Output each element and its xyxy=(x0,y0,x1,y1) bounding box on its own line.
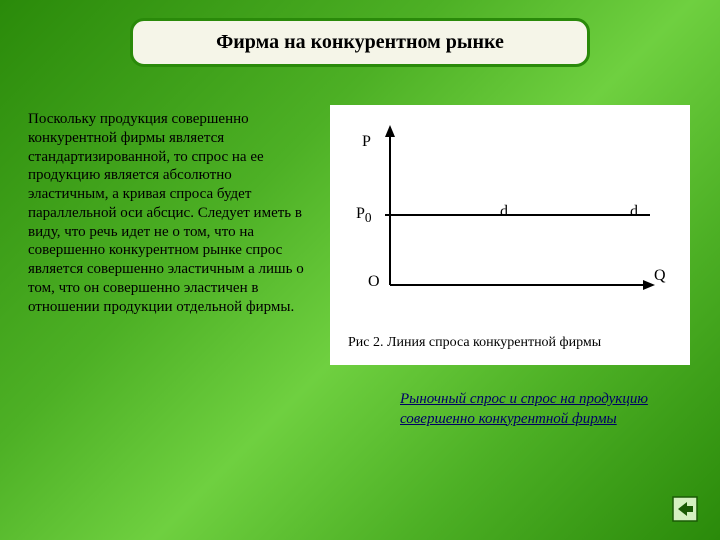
demand-label-right: d xyxy=(630,203,638,221)
p0-p: P xyxy=(356,205,365,222)
page-title: Фирма на конкурентном рынке xyxy=(153,31,567,54)
nav-back-button[interactable] xyxy=(672,496,698,522)
y-axis-label: P xyxy=(362,133,371,151)
y-arrow xyxy=(385,125,395,137)
p0-label: P0 xyxy=(356,205,372,226)
related-link[interactable]: Рыночный спрос и спрос на продукцию сове… xyxy=(400,390,670,429)
chart-caption: Рис 2. Линия спроса конкурентной фирмы xyxy=(348,335,601,351)
back-arrow-icon xyxy=(672,496,698,522)
body-paragraph: Поскольку продукция совершенно конкурент… xyxy=(28,110,308,316)
p0-sub: 0 xyxy=(365,210,372,225)
chart-panel: P P0 O Q d d Рис 2. Линия спроса конкуре… xyxy=(330,105,690,365)
origin-label: O xyxy=(368,273,380,291)
demand-label-left: d xyxy=(500,203,508,221)
title-box: Фирма на конкурентном рынке xyxy=(130,18,590,67)
x-axis-label: Q xyxy=(654,267,666,285)
